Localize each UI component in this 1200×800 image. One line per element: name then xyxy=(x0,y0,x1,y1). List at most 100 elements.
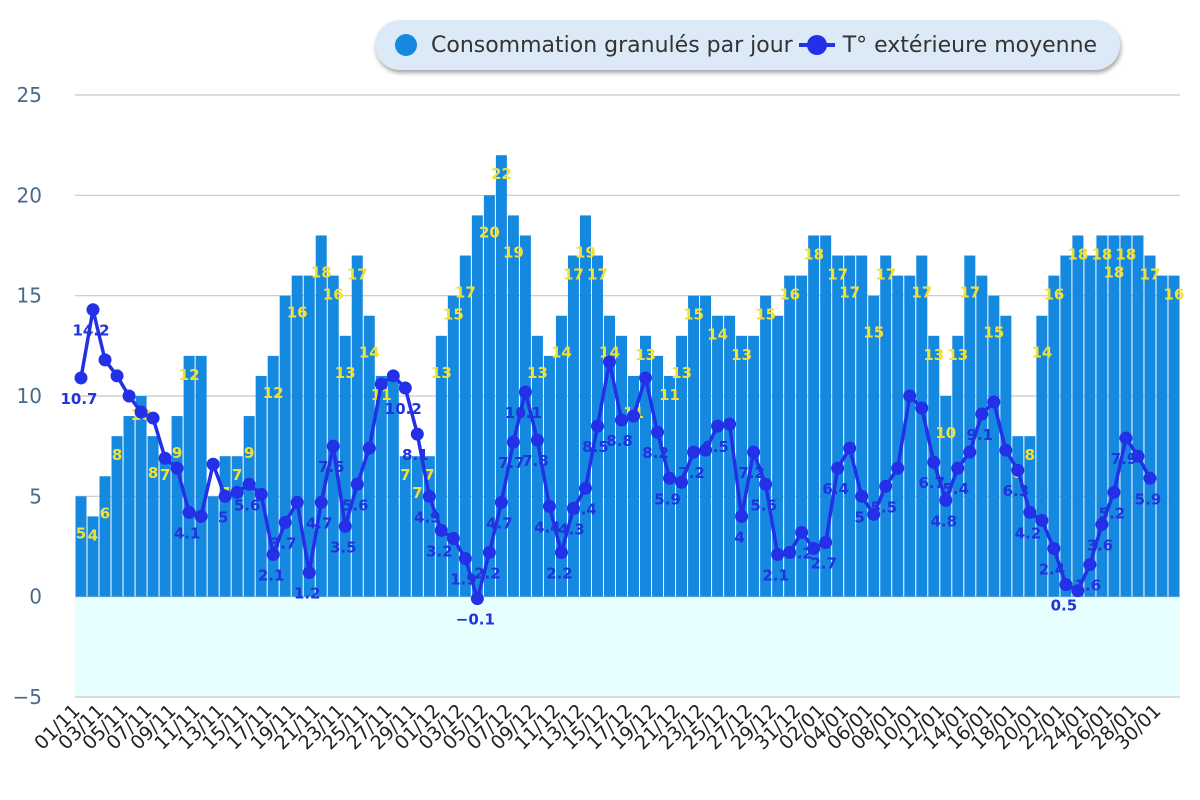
bar xyxy=(471,215,483,597)
temperature-data-label: 5.9 xyxy=(1135,490,1162,508)
bar xyxy=(892,275,904,597)
temperature-point xyxy=(1071,584,1085,598)
bar xyxy=(1072,235,1084,597)
bar xyxy=(1108,235,1120,597)
temperature-point xyxy=(518,385,532,399)
bar xyxy=(147,436,159,597)
bar-data-label: 14 xyxy=(1031,344,1052,362)
temperature-data-label: 8.5 xyxy=(702,438,729,456)
bar-data-label: 16 xyxy=(287,304,308,322)
bar-data-label: 17 xyxy=(347,266,368,284)
bar-data-label: 8 xyxy=(148,464,158,482)
y-tick-label: 0 xyxy=(29,585,42,609)
bar xyxy=(1084,255,1096,597)
temperature-data-label: 8.8 xyxy=(606,432,633,450)
bar xyxy=(243,416,255,597)
bar-data-label: 9 xyxy=(244,444,254,462)
temperature-point xyxy=(566,501,580,515)
legend[interactable]: Consommation granulés par jour T° extéri… xyxy=(375,20,1120,70)
temperature-point xyxy=(963,445,977,459)
temperature-point xyxy=(999,443,1013,457)
temperature-point xyxy=(350,477,364,491)
temperature-point xyxy=(506,435,520,449)
temperature-point xyxy=(1083,558,1097,572)
temperature-point xyxy=(627,409,641,423)
bar xyxy=(664,375,676,597)
bar xyxy=(507,215,519,597)
bar xyxy=(880,255,892,597)
bar-data-label: 18 xyxy=(1116,245,1137,263)
temperature-point xyxy=(1059,578,1073,592)
bar xyxy=(171,416,183,597)
temperature-data-label: 7.2 xyxy=(678,464,705,482)
bar-data-label: 19 xyxy=(503,243,524,261)
bar xyxy=(183,355,195,597)
temperature-data-label: 0.5 xyxy=(1051,597,1078,615)
temperature-point xyxy=(747,445,761,459)
temperature-point xyxy=(446,531,460,545)
bar xyxy=(567,255,579,597)
bar xyxy=(1144,255,1156,597)
temperature-point xyxy=(74,371,88,385)
temperature-data-label: 3.2 xyxy=(426,542,453,560)
bar-data-label: 11 xyxy=(371,386,392,404)
temperature-data-label: 7.8 xyxy=(522,452,549,470)
bar-data-label: 17 xyxy=(839,284,860,302)
bar-data-label: 14 xyxy=(551,344,572,362)
bar-data-label: 13 xyxy=(923,346,944,364)
temperature-point xyxy=(975,407,989,421)
bar xyxy=(267,355,279,597)
temperature-point xyxy=(699,443,713,457)
bar-data-label: 17 xyxy=(959,284,980,302)
temperature-data-label: 3.6 xyxy=(1087,536,1114,554)
temperature-data-label: 2.2 xyxy=(546,565,573,583)
temperature-point xyxy=(602,355,616,369)
bar xyxy=(640,335,652,597)
bar-data-label: 18 xyxy=(1067,245,1088,263)
bar xyxy=(916,255,928,597)
bar-data-label: 17 xyxy=(1140,266,1161,284)
bar xyxy=(832,255,844,597)
bar-data-label: 13 xyxy=(731,346,752,364)
bar xyxy=(195,355,207,597)
temperature-data-label: 4.9 xyxy=(414,508,441,526)
temperature-point xyxy=(1143,471,1157,485)
y-tick-label: 15 xyxy=(17,284,42,308)
temperature-data-label: 6.7 xyxy=(918,474,945,492)
bar xyxy=(123,416,135,597)
bar xyxy=(1168,275,1180,597)
temperature-point xyxy=(903,389,917,403)
bar-data-label: 11 xyxy=(659,386,680,404)
temperature-point xyxy=(146,411,160,425)
temperature-point xyxy=(554,546,568,560)
temperature-point xyxy=(410,427,424,441)
temperature-data-label: 4.1 xyxy=(174,524,201,542)
temperature-point xyxy=(1107,485,1121,499)
temperature-point xyxy=(927,455,941,469)
temperature-data-label: −0.1 xyxy=(456,611,495,629)
bar-data-label: 13 xyxy=(431,364,452,382)
temperature-data-label: 4.7 xyxy=(306,514,333,532)
bar-data-label: 17 xyxy=(587,266,608,284)
temperature-point xyxy=(915,401,929,415)
legend-item-consumption[interactable]: Consommation granulés par jour xyxy=(395,33,793,58)
temperature-point xyxy=(398,381,412,395)
bar xyxy=(712,315,724,597)
y-tick-label: 25 xyxy=(17,83,42,107)
bar-series-marker-icon xyxy=(395,34,417,56)
legend-item-temperature[interactable]: T° extérieure moyenne xyxy=(793,33,1097,58)
temperature-point xyxy=(290,495,304,509)
bar xyxy=(1132,235,1144,597)
temperature-point xyxy=(230,485,244,499)
bar-data-label: 7 xyxy=(412,484,422,502)
bar xyxy=(435,335,447,597)
temperature-point xyxy=(530,433,544,447)
bar-data-label: 18 xyxy=(803,245,824,263)
bar xyxy=(1036,315,1048,597)
y-tick-label: −5 xyxy=(13,685,42,709)
bar xyxy=(519,235,531,597)
bar xyxy=(75,496,87,597)
temperature-data-label: 8.2 xyxy=(642,444,669,462)
bar xyxy=(964,255,976,597)
temperature-data-label: 2.7 xyxy=(810,554,837,572)
